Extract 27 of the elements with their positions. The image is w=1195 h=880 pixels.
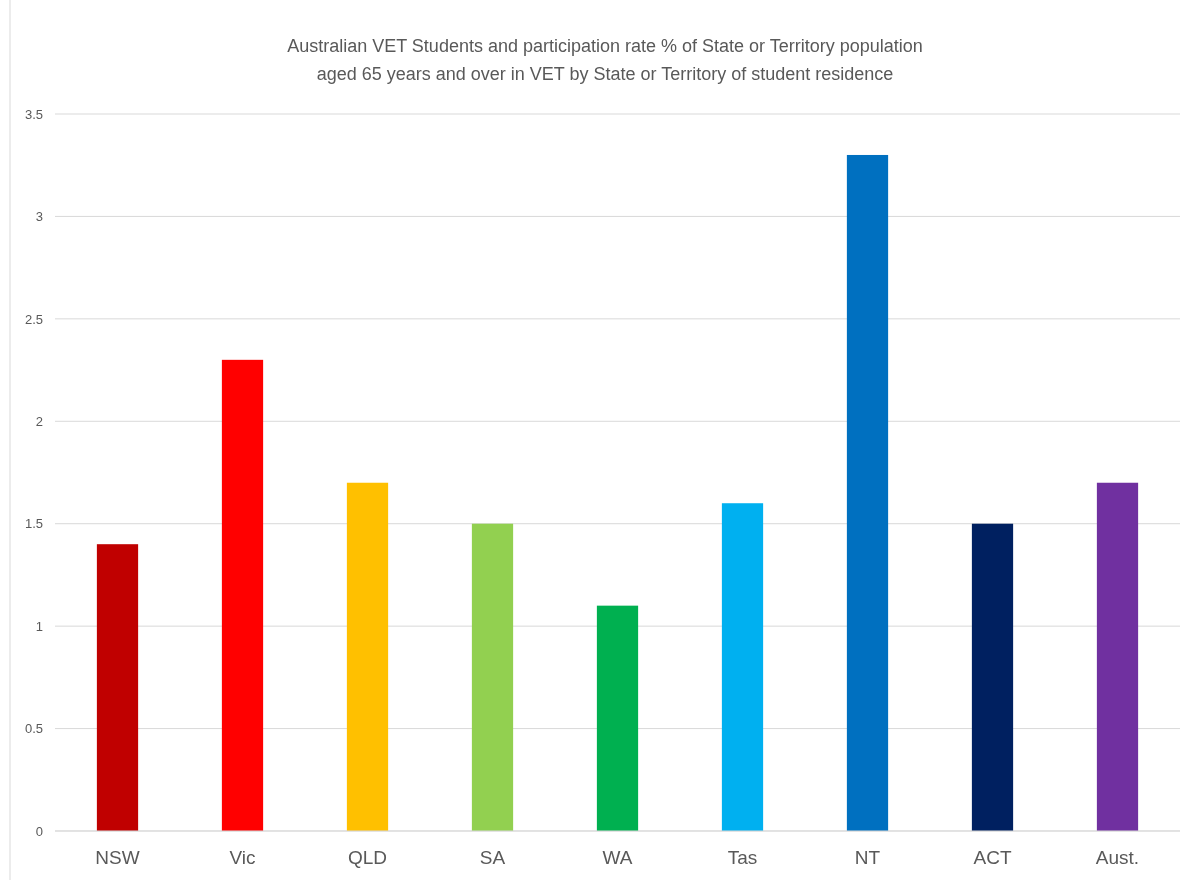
chart-title: Australian VET Students and participation rate % of State or Territory population aged 65 years and over in VET by State or Territory of student residence (287, 36, 923, 84)
bar (846, 154, 889, 831)
x-tick-label: QLD (347, 847, 388, 869)
bar (346, 482, 389, 831)
y-tick-label: 0 (35, 823, 43, 839)
x-tick-label: ACT (973, 847, 1012, 869)
y-tick-label: 1 (35, 618, 43, 634)
y-tick-label: 2 (35, 413, 43, 429)
bar (971, 523, 1014, 831)
x-tick-label: NSW (95, 847, 140, 869)
x-tick-label: NT (854, 847, 881, 869)
y-tick-label: 3.5 (24, 106, 43, 122)
x-tick-label: Vic (229, 847, 256, 869)
x-tick-label: WA (602, 847, 633, 869)
bar (1096, 482, 1139, 831)
x-tick-label: Aust. (1095, 847, 1140, 869)
bar (596, 605, 639, 831)
y-tick-label: 2.5 (24, 311, 43, 327)
x-tick-label: SA (479, 847, 506, 869)
bar (221, 359, 264, 831)
y-tick-label: 3 (35, 209, 43, 225)
bar (721, 503, 764, 831)
bar (96, 544, 139, 831)
bar (471, 523, 514, 831)
x-tick-label: Tas (727, 847, 758, 869)
y-tick-label: 0.5 (24, 721, 43, 737)
y-tick-label: 1.5 (24, 516, 43, 532)
